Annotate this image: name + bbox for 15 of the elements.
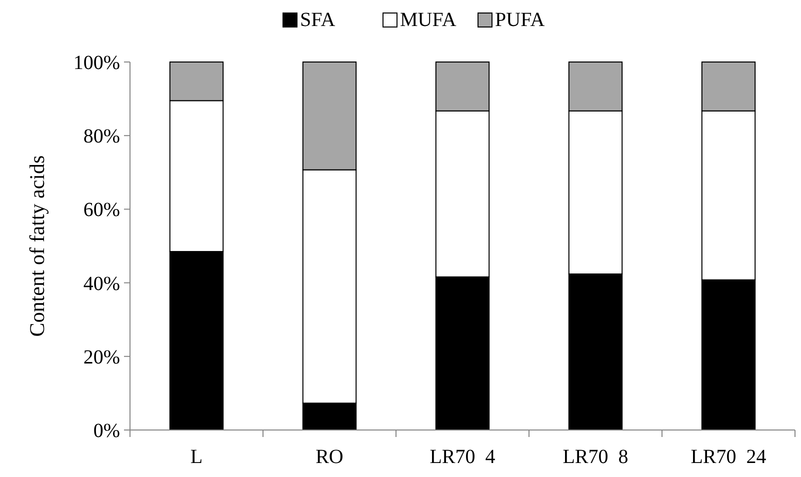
- y-tick-label: 20%: [83, 346, 120, 368]
- y-axis-title: Content of fatty acids: [25, 155, 49, 337]
- legend-label: SFA: [300, 9, 336, 31]
- y-tick-label: 0%: [93, 420, 120, 442]
- y-tick-label: 40%: [83, 272, 120, 295]
- x-tick-label: RO: [316, 446, 344, 468]
- x-tick-label: LR70 24: [690, 446, 766, 468]
- y-tick-label: 60%: [83, 199, 120, 222]
- x-tick-label: L: [190, 446, 203, 468]
- x-tick-label: LR70 4: [430, 446, 496, 468]
- y-tick-label: 80%: [83, 126, 120, 148]
- legend-label: PUFA: [495, 9, 546, 31]
- legend-label: MUFA: [400, 9, 457, 31]
- y-tick-label: 100%: [73, 52, 120, 74]
- x-tick-label: LR70 8: [562, 446, 628, 468]
